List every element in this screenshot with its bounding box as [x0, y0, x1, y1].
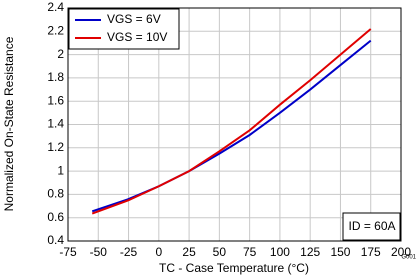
- x-tick-label: 50: [213, 245, 227, 259]
- x-tick-label: -75: [59, 245, 77, 259]
- x-axis-label: TC - Case Temperature (°C): [159, 261, 309, 275]
- y-tick-label: 2: [57, 47, 64, 61]
- y-tick-label: 1.4: [47, 117, 64, 131]
- plot-frame: [67, 7, 402, 242]
- legend-label: VGS = 10V: [107, 30, 167, 44]
- annotation: ID = 60A: [348, 219, 395, 233]
- line-series: [91, 28, 372, 215]
- y-tick-label: 1: [57, 163, 64, 177]
- y-tick-label: 0.4: [47, 233, 64, 247]
- x-tick-label: 150: [330, 245, 350, 259]
- x-tick-label: 0: [155, 245, 162, 259]
- x-tick-label: 200: [391, 245, 411, 259]
- x-tick-label: -25: [120, 245, 138, 259]
- y-tick-label: 1.8: [47, 70, 64, 84]
- y-tick-label: 0.8: [47, 187, 64, 201]
- x-tick-label: 100: [270, 245, 290, 259]
- x-tick-label: 125: [300, 245, 320, 259]
- x-tick-label: -50: [90, 245, 108, 259]
- x-tick-label: 75: [243, 245, 257, 259]
- x-tick-label: 175: [361, 245, 381, 259]
- figure-id: G001: [401, 255, 416, 261]
- y-tick-label: 1.2: [47, 140, 64, 154]
- y-axis-label: Normalized On-State Resistance: [2, 36, 16, 211]
- legend-box: [68, 8, 180, 50]
- line-series: [91, 39, 372, 213]
- y-tick-label: 0.6: [47, 210, 64, 224]
- y-tick-label: 2.4: [47, 0, 64, 14]
- x-tick-label: 25: [182, 245, 196, 259]
- legend-label: VGS = 6V: [107, 12, 161, 26]
- annotation-box: [342, 212, 401, 241]
- y-tick-label: 2.2: [47, 23, 64, 37]
- y-tick-label: 1.6: [47, 93, 64, 107]
